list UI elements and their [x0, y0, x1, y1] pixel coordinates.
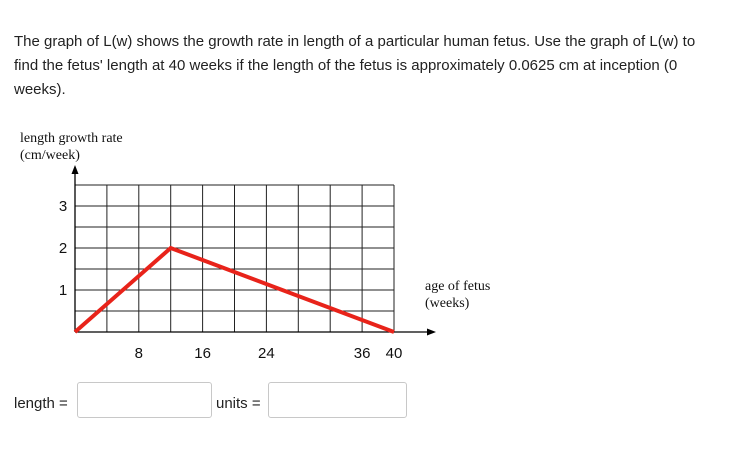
x-axis-label: age of fetus (weeks) — [425, 278, 490, 312]
length-label: length = — [14, 395, 68, 412]
x-tick-label: 24 — [258, 345, 275, 362]
y-axis-label-line-2: (cm/week) — [20, 148, 80, 163]
x-tick-label: 36 — [354, 345, 371, 362]
y-tick-label: 3 — [59, 198, 67, 215]
series-line — [73, 245, 395, 334]
length-input[interactable] — [77, 382, 212, 418]
x-axis-label-line-2: (weeks) — [425, 296, 470, 311]
y-tick-label: 2 — [59, 240, 67, 257]
x-axis-arrow-icon — [427, 328, 436, 336]
x-tick-label: 16 — [194, 345, 211, 362]
y-axis-label-line-1: length growth rate — [20, 131, 123, 146]
y-axis-arrow-icon — [71, 165, 79, 174]
units-input[interactable] — [268, 382, 407, 418]
y-tick-label: 1 — [59, 282, 67, 299]
x-axis-label-line-1: age of fetus — [425, 279, 491, 294]
x-tick-label: 40 — [386, 345, 403, 362]
y-axis-label: length growth rate (cm/week) — [20, 130, 123, 164]
x-tick-label: 8 — [135, 345, 143, 362]
question-text: The graph of L(w) shows the growth rate … — [14, 33, 696, 98]
units-label: units = — [216, 395, 261, 412]
